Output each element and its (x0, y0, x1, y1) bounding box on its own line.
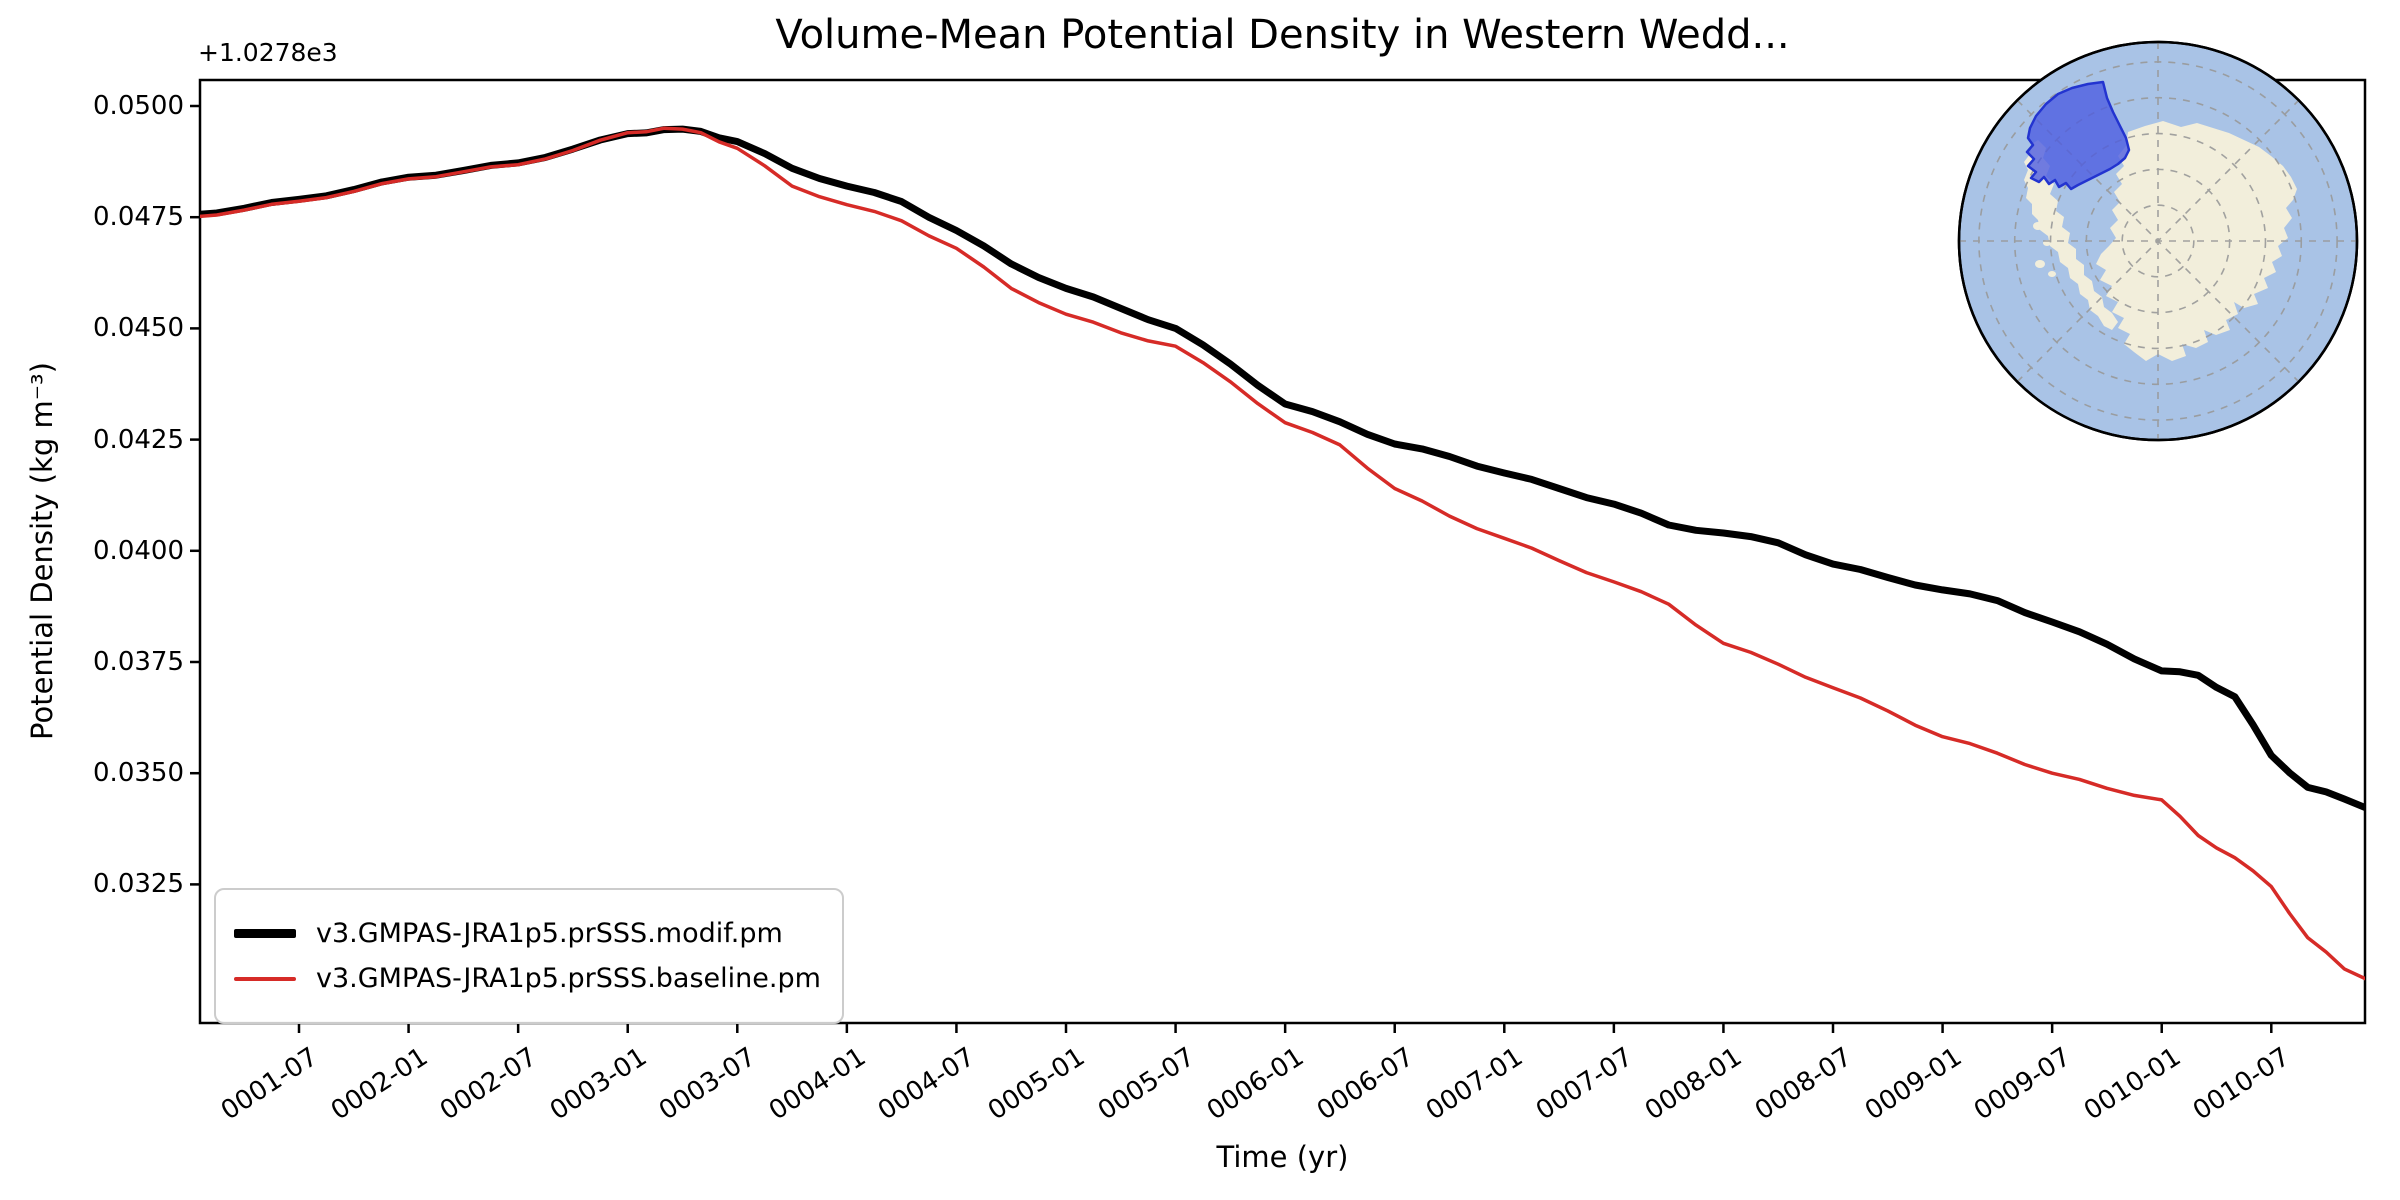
y-tick-label: 0.0325 (93, 869, 184, 900)
map-island (2046, 204, 2054, 210)
series-lines (200, 125, 2365, 981)
legend-line-swatch (234, 976, 296, 981)
legend-entry: v3.GMPAS-JRA1p5.prSSS.baseline.pm (216, 963, 842, 994)
tick-marks (190, 104, 2273, 1033)
map-land (2024, 140, 2118, 330)
y-tick-label: 0.0425 (93, 424, 184, 455)
weddell-region-highlight (2025, 80, 2131, 191)
legend-entry: v3.GMPAS-JRA1p5.prSSS.modif.pm (216, 918, 842, 949)
axes-frame (198, 78, 2367, 1025)
series-baseline-line (200, 126, 2365, 981)
map-land (2096, 121, 2297, 361)
map-island (2035, 260, 2045, 268)
y-axis-offset-label: +1.0278e3 (198, 38, 338, 67)
antarctica-inset-map (1957, 40, 2359, 442)
legend: v3.GMPAS-JRA1p5.prSSS.modif.pm v3.GMPAS-J… (214, 888, 844, 1024)
y-tick-label: 0.0475 (93, 202, 184, 233)
map-graticule (1959, 42, 2357, 440)
chart-title: Volume-Mean Potential Density in Western… (775, 12, 1790, 58)
y-tick-label: 0.0450 (93, 313, 184, 344)
legend-entry-label: v3.GMPAS-JRA1p5.prSSS.baseline.pm (316, 963, 821, 994)
y-axis-label: Potential Density (kg m⁻³) (25, 362, 59, 740)
map-island (2035, 188, 2045, 196)
x-axis-label: Time (yr) (1216, 1140, 1349, 1174)
y-tick-label: 0.0500 (93, 91, 184, 121)
map-island (2048, 271, 2056, 277)
map-outline (1957, 40, 2359, 442)
legend-line-swatch (234, 929, 296, 938)
y-tick-label: 0.0400 (93, 535, 184, 566)
y-tick-label: 0.0350 (93, 758, 184, 789)
map-island (2033, 222, 2043, 230)
legend-entry-label: v3.GMPAS-JRA1p5.prSSS.modif.pm (316, 918, 783, 949)
y-tick-label: 0.0375 (93, 647, 184, 677)
